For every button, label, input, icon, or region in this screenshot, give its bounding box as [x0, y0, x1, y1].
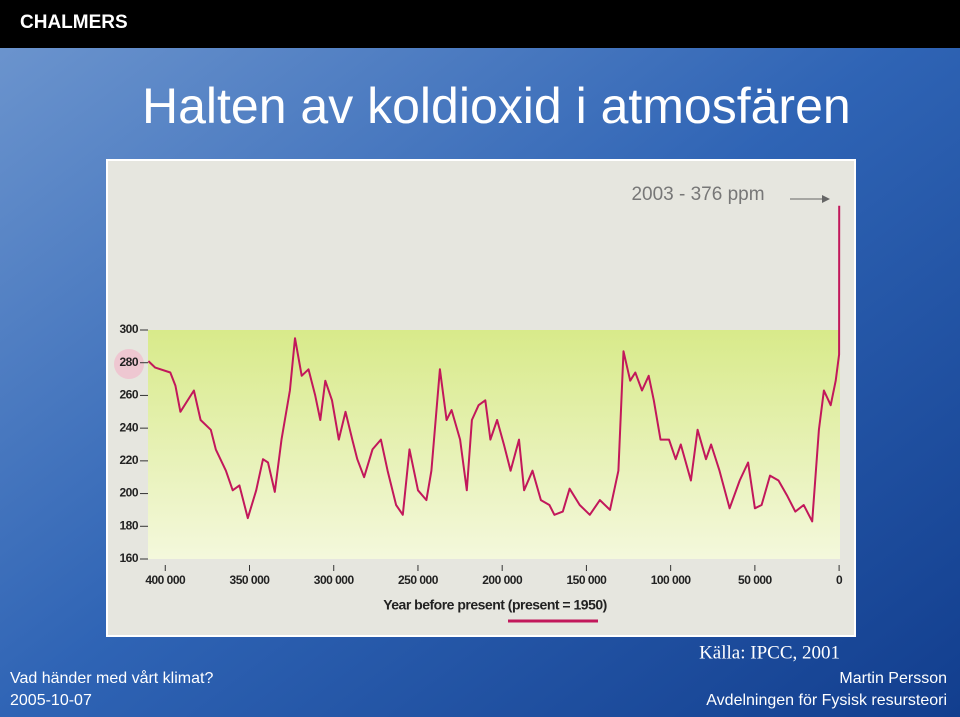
- highlight-circle: [114, 349, 144, 379]
- x-tick-label: 0: [836, 573, 843, 587]
- co2-line: [147, 205, 841, 523]
- arrow-head: [822, 195, 830, 203]
- y-tick-label: 240: [119, 420, 138, 434]
- y-tick-label: 260: [119, 388, 138, 402]
- y-tick-label: 300: [119, 322, 138, 336]
- y-tick-label: 280: [119, 355, 138, 369]
- y-tick-label: 220: [119, 453, 138, 467]
- author: Martin Persson: [839, 670, 947, 687]
- top-bar: [0, 0, 960, 48]
- x-tick-label: 200 000: [482, 573, 523, 587]
- x-tick-label: 100 000: [651, 573, 692, 587]
- department: Avdelningen för Fysisk resursteori: [706, 692, 947, 709]
- footer-left: Vad händer med vårt klimat?: [10, 669, 213, 687]
- x-axis-label: Year before present (present = 1950): [383, 597, 607, 613]
- plot-band: [148, 330, 840, 559]
- x-tick-label: 400 000: [145, 573, 186, 587]
- source: Källa: IPCC, 2001: [699, 642, 840, 663]
- y-tick-label: 180: [119, 518, 138, 532]
- y-tick-label: 160: [119, 551, 138, 565]
- slide-title: Halten av koldioxid i atmosfären: [142, 78, 851, 134]
- brand: CHALMERS: [20, 12, 128, 33]
- x-tick-label: 250 000: [398, 573, 439, 587]
- date: 2005-10-07: [10, 692, 92, 709]
- y-tick-label: 200: [119, 486, 138, 500]
- x-tick-label: 150 000: [566, 573, 607, 587]
- annotation: 2003 - 376 ppm: [631, 184, 764, 205]
- x-tick-label: 50 000: [738, 573, 773, 587]
- x-tick-label: 350 000: [230, 573, 271, 587]
- x-tick-label: 300 000: [314, 573, 355, 587]
